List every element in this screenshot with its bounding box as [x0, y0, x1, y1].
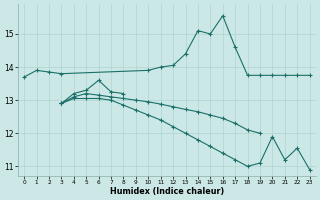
X-axis label: Humidex (Indice chaleur): Humidex (Indice chaleur): [110, 187, 224, 196]
